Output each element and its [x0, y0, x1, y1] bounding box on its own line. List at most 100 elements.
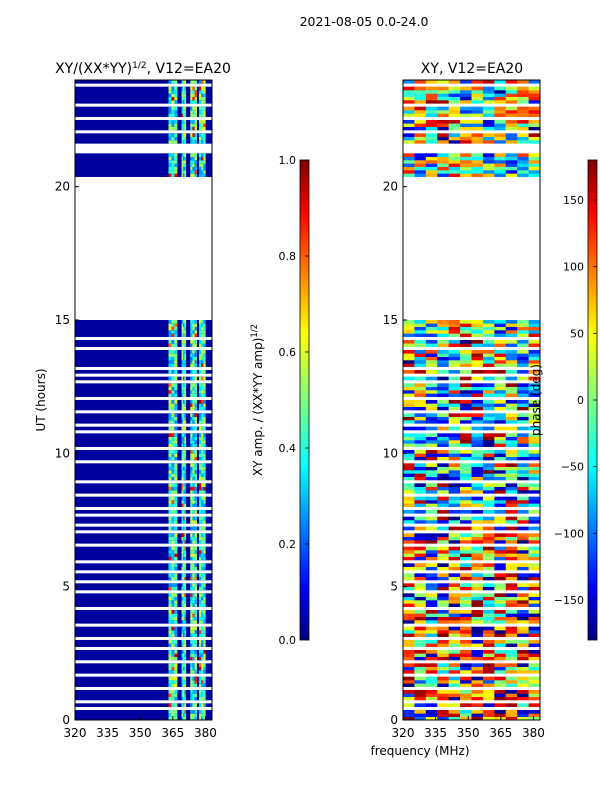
amp-heatmap-cell — [183, 170, 185, 174]
phase-heatmap-cell — [425, 470, 438, 474]
amp-heatmap-cell — [171, 166, 175, 171]
amp-heatmap-cell — [194, 546, 197, 551]
amp-heatmap-cell — [174, 173, 178, 177]
phase-heatmap-cell — [460, 566, 472, 571]
phase-heatmap-cell — [448, 616, 461, 621]
phase-heatmap-cell — [448, 440, 461, 444]
amp-heatmap-cell — [192, 650, 195, 654]
amp-heatmap-cell — [184, 170, 187, 174]
phase-heatmap-cell — [471, 556, 484, 561]
phase-heatmap-cell — [403, 596, 415, 601]
phase-heatmap-cell — [505, 533, 518, 537]
phase-heatmap-cell — [448, 133, 461, 137]
amp-heatmap-cell — [201, 516, 204, 521]
amp-heatmap-cell — [184, 443, 187, 447]
phase-heatmap-cell — [437, 96, 449, 101]
phase-heatmap-cell — [482, 330, 495, 334]
amp-heatmap-cell — [203, 376, 206, 381]
amp-heatmap-cell — [201, 400, 204, 404]
amp-heatmap-cell — [168, 456, 172, 461]
phase-heatmap-cell — [460, 123, 472, 127]
phase-heatmap-cell — [460, 456, 472, 461]
amp-heatmap-cell — [192, 616, 195, 621]
amp-heatmap-cell — [171, 550, 175, 554]
phase-heatmap-cell — [425, 483, 438, 487]
phase-heatmap-cell — [471, 573, 484, 577]
amp-heatmap-cell — [190, 553, 193, 557]
amp-heatmap-cell — [181, 433, 184, 437]
phase-heatmap-cell — [403, 473, 415, 477]
amp-heatmap-cell — [174, 476, 178, 481]
amp-heatmap-cell — [190, 356, 193, 361]
phase-heatmap-cell — [517, 340, 529, 344]
phase-heatmap-cell — [448, 93, 461, 97]
amp-heatmap-cell — [181, 600, 184, 604]
phase-heatmap-cell — [414, 406, 427, 411]
phase-heatmap-cell — [425, 540, 438, 544]
amp-heatmap-cell — [198, 576, 202, 581]
amp-heatmap-cell — [174, 370, 178, 374]
amp-heatmap-cell — [171, 153, 175, 157]
amp-heatmap-cell — [194, 110, 197, 114]
phase-heatmap-cell — [425, 323, 438, 327]
phase-heatmap-cell — [494, 376, 507, 381]
amp-heatmap-cell — [190, 453, 193, 457]
phase-heatmap-cell — [403, 153, 415, 157]
amp-heatmap-row — [75, 123, 212, 127]
phase-heatmap-cell — [482, 600, 495, 604]
amp-heatmap-cell — [168, 540, 172, 544]
phase-heatmap-cell — [505, 683, 518, 687]
phase-heatmap-cell — [414, 390, 427, 394]
phase-heatmap-cell — [471, 110, 484, 114]
amp-heatmap-cell — [198, 583, 202, 587]
amp-heatmap-cell — [183, 633, 185, 637]
amp-heatmap-cell — [198, 403, 202, 407]
amp-heatmap-row — [75, 133, 212, 137]
amp-heatmap-cell — [190, 576, 193, 581]
phase-heatmap-cell — [403, 556, 415, 561]
phase-heatmap-cell — [528, 393, 541, 397]
phase-heatmap-cell — [403, 466, 415, 471]
amp-heatmap-cell — [194, 466, 197, 471]
amp-heatmap-cell — [183, 323, 185, 327]
amp-heatmap-cell — [192, 476, 195, 481]
amp-heatmap-cell — [190, 616, 193, 621]
phase-heatmap-cell — [482, 123, 495, 127]
phase-heatmap-cell — [505, 386, 518, 391]
phase-heatmap-cell — [471, 600, 484, 604]
amp-heatmap-cell — [174, 450, 178, 454]
phase-heatmap-cell — [482, 693, 495, 697]
phase-heatmap-cell — [425, 173, 438, 177]
amp-heatmap-cell — [198, 540, 202, 544]
phase-heatmap-cell — [425, 350, 438, 354]
amp-heatmap-cell — [184, 553, 187, 557]
amp-heatmap-cell — [174, 386, 178, 391]
phase-heatmap-cell — [437, 330, 449, 334]
amp-heatmap-cell — [198, 466, 202, 471]
phase-heatmap-cell — [494, 553, 507, 557]
amp-heatmap-cell — [192, 520, 195, 524]
phase-heatmap-cell — [414, 680, 427, 684]
phase-heatmap-cell — [494, 593, 507, 597]
phase-heatmap-cell — [403, 526, 415, 531]
amp-heatmap-cell — [194, 163, 197, 167]
amp-heatmap-cell — [201, 650, 204, 654]
amp-heatmap-cell — [203, 173, 206, 177]
phase-heatmap-cell — [505, 540, 518, 544]
phase-heatmap-cell — [403, 440, 415, 444]
amp-heatmap-cell — [194, 456, 197, 461]
phase-heatmap-cell — [471, 100, 484, 104]
amp-heatmap-cell — [192, 663, 195, 667]
phase-heatmap-cell — [494, 566, 507, 571]
amp-heatmap-cell — [201, 680, 204, 684]
phase-heatmap-cell — [517, 170, 529, 174]
amp-heatmap-cell — [171, 566, 175, 571]
phase-heatmap-cell — [437, 163, 449, 167]
phase-heatmap-cell — [403, 690, 415, 694]
phase-heatmap-cell — [528, 563, 541, 567]
amp-heatmap-row — [75, 326, 212, 331]
phase-heatmap-cell — [448, 470, 461, 474]
phase-heatmap-cell — [414, 496, 427, 501]
amp-heatmap-row — [75, 670, 212, 674]
